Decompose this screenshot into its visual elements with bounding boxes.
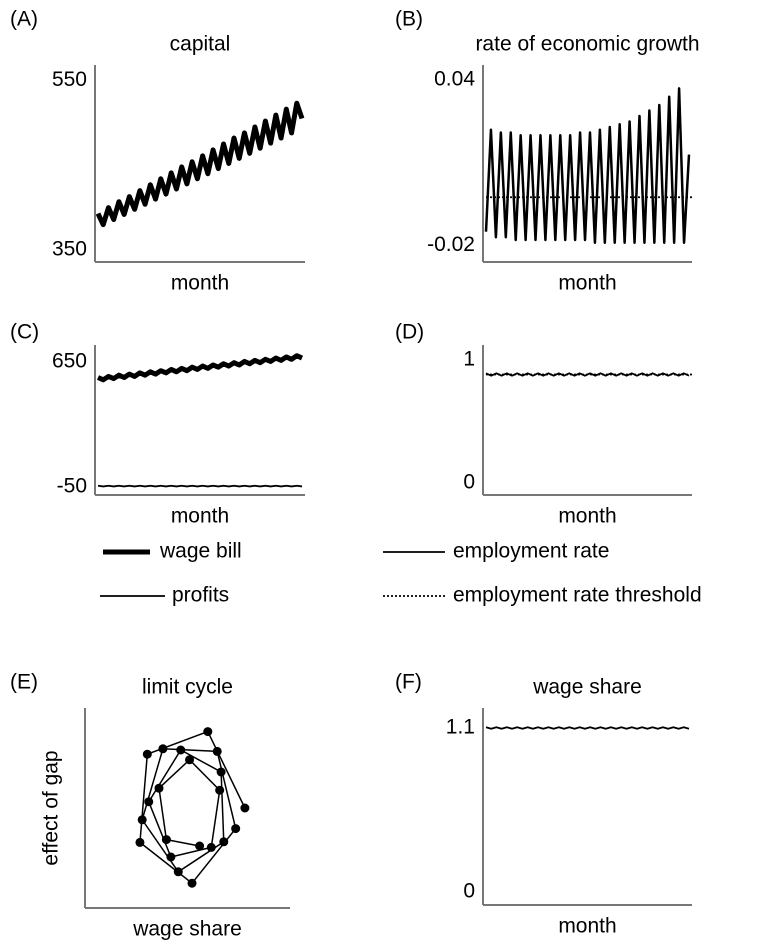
point bbox=[212, 746, 222, 756]
x-axis-label: month bbox=[171, 272, 229, 295]
point bbox=[195, 841, 205, 851]
point bbox=[176, 745, 186, 755]
panel-label: (A) bbox=[10, 8, 38, 31]
x-axis-label: month bbox=[558, 272, 616, 295]
y-tick-label: 0.04 bbox=[434, 68, 475, 91]
y-tick-label: 650 bbox=[52, 350, 87, 373]
point bbox=[166, 852, 176, 862]
series-line bbox=[485, 726, 690, 730]
y-tick-label: -0.02 bbox=[427, 233, 475, 256]
series-line bbox=[484, 87, 691, 244]
chart-title: limit cycle bbox=[142, 676, 233, 699]
y-tick-label: 550 bbox=[52, 68, 87, 91]
point bbox=[158, 744, 168, 754]
point bbox=[206, 842, 216, 852]
cycle-path bbox=[139, 730, 246, 885]
y-tick-label: 350 bbox=[52, 238, 87, 261]
chart-title: capital bbox=[170, 33, 231, 56]
legend-label: wage bill bbox=[159, 540, 242, 563]
series-line bbox=[97, 484, 303, 488]
point bbox=[216, 767, 226, 777]
point bbox=[240, 803, 250, 813]
point bbox=[219, 837, 229, 847]
point bbox=[142, 749, 152, 759]
x-axis-label: month bbox=[171, 505, 229, 528]
y-tick-label: 1.1 bbox=[446, 716, 475, 739]
y-tick-label: -50 bbox=[57, 475, 87, 498]
point bbox=[161, 835, 171, 845]
panel-label: (B) bbox=[395, 8, 423, 31]
series-line bbox=[95, 100, 305, 228]
x-axis-label: wage share bbox=[132, 918, 242, 941]
x-axis-label: month bbox=[558, 505, 616, 528]
y-tick-label: 0 bbox=[463, 470, 475, 493]
legend-label: employment rate threshold bbox=[453, 584, 702, 607]
panel-label: (E) bbox=[10, 671, 38, 694]
point bbox=[137, 815, 147, 825]
y-axis-label: effect of gap bbox=[40, 750, 63, 865]
point bbox=[231, 824, 241, 834]
legend-label: employment rate bbox=[453, 540, 609, 563]
legend-label: profits bbox=[172, 584, 229, 607]
point bbox=[154, 783, 164, 793]
panel-label: (D) bbox=[395, 321, 424, 344]
chart-title: wage share bbox=[532, 676, 642, 699]
point bbox=[203, 727, 213, 737]
panel-label: (F) bbox=[395, 671, 422, 694]
point bbox=[185, 755, 195, 765]
point bbox=[135, 837, 145, 847]
chart-title: rate of economic growth bbox=[475, 33, 699, 56]
point bbox=[144, 797, 154, 807]
point bbox=[173, 867, 183, 877]
x-axis-label: month bbox=[558, 915, 616, 938]
series-line bbox=[96, 353, 304, 383]
y-tick-label: 0 bbox=[463, 880, 475, 903]
point bbox=[187, 878, 197, 888]
series-line bbox=[485, 372, 690, 377]
point bbox=[215, 785, 225, 795]
y-tick-label: 1 bbox=[463, 347, 475, 370]
panel-label: (C) bbox=[10, 321, 39, 344]
